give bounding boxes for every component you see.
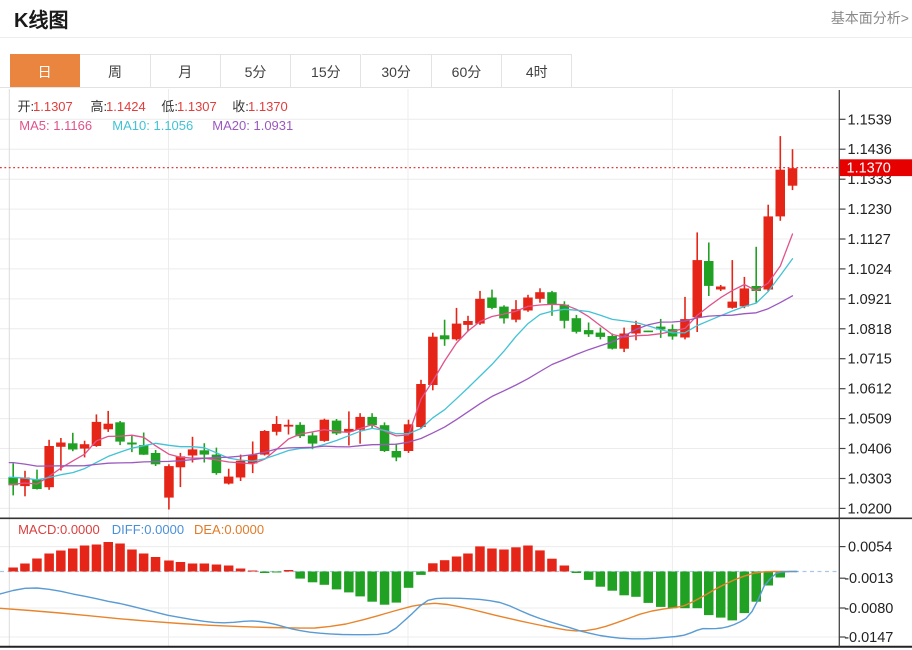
svg-text:1.0921: 1.0921 (848, 292, 892, 308)
svg-text:1.1333: 1.1333 (848, 172, 892, 188)
svg-text:-0.0147: -0.0147 (844, 630, 893, 646)
svg-text:1.1230: 1.1230 (848, 202, 892, 218)
svg-text:1.1436: 1.1436 (848, 142, 892, 158)
svg-text:1.0612: 1.0612 (848, 382, 892, 398)
svg-text:1.0406: 1.0406 (848, 442, 892, 458)
svg-text:0.0054: 0.0054 (848, 540, 892, 556)
svg-text:1.0200: 1.0200 (848, 501, 892, 517)
svg-text:1.1024: 1.1024 (848, 262, 892, 278)
svg-text:1.1370: 1.1370 (847, 160, 891, 176)
svg-text:1.1539: 1.1539 (848, 112, 892, 128)
svg-text:1.0509: 1.0509 (848, 412, 892, 428)
svg-text:1.1127: 1.1127 (848, 232, 891, 248)
svg-text:1.0303: 1.0303 (848, 472, 892, 488)
svg-text:-0.0013: -0.0013 (844, 571, 893, 587)
svg-text:1.0818: 1.0818 (848, 322, 892, 338)
svg-text:1.0715: 1.0715 (848, 352, 892, 368)
svg-text:-0.0080: -0.0080 (844, 601, 893, 617)
